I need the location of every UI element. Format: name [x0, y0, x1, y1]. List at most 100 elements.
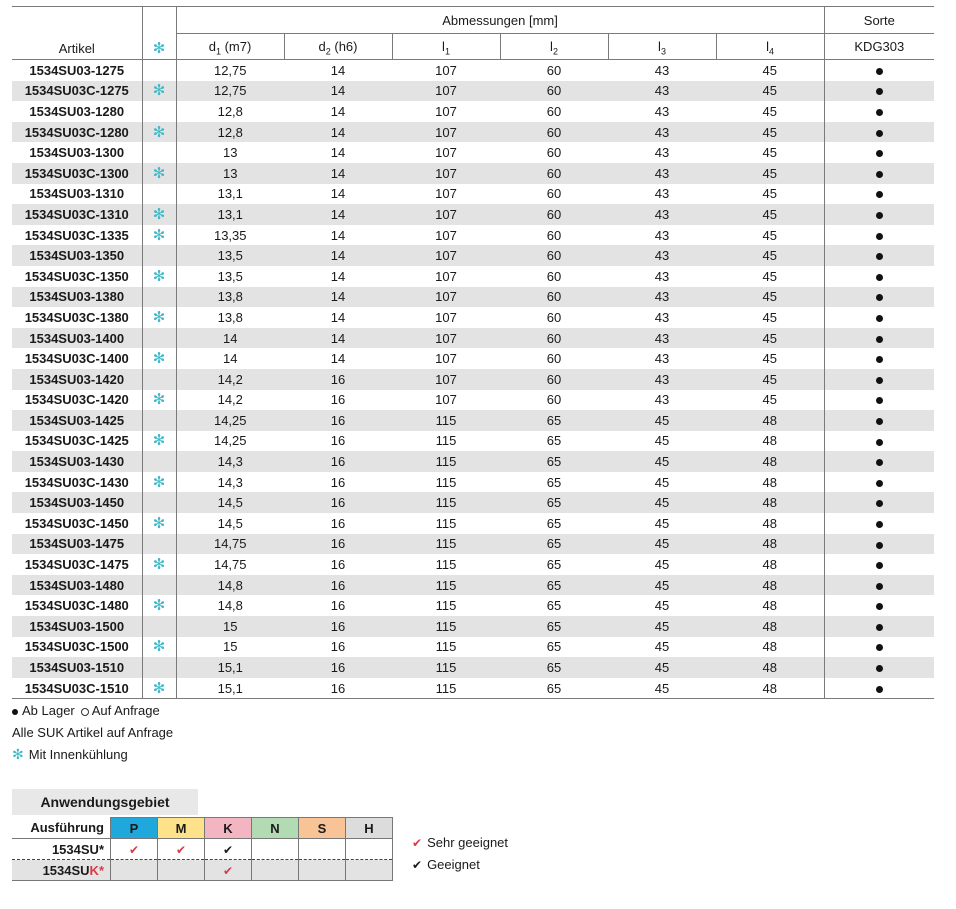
availability-cell [823, 451, 935, 472]
dim-l2-cell: 65 [500, 533, 608, 555]
article-number: 1534SU03-1420 [12, 368, 142, 390]
filled-dot-icon [875, 438, 883, 446]
dim-d2-cell: 16 [284, 616, 392, 637]
dim-l3-cell: 45 [654, 639, 670, 655]
dim-l2-cell: 60 [500, 327, 608, 349]
dim-l4-cell: 48 [762, 598, 778, 614]
filled-dot-icon [875, 665, 883, 673]
dim-d1-cell: 13,35 [175, 224, 284, 246]
table-row: 1534SU03-1300 13 14 107 60 43 45 [12, 142, 935, 163]
filled-dot-icon [875, 294, 883, 302]
table-row: 1534SU03-1425 14,25 16 115 65 45 48 [12, 410, 935, 431]
article-number: 1534SU03-1500 [12, 616, 142, 637]
dim-l4-cell: 48 [716, 533, 825, 555]
filled-dot-icon [875, 520, 883, 528]
dim-d1-cell: 15,1 [175, 657, 284, 678]
dim-l4-cell: 48 [762, 557, 778, 573]
check-red-icon: ✔ [128, 842, 140, 857]
innenkuehlung-label: Mit Innenkühlung [28, 747, 128, 762]
dim-l2-cell: 65 [546, 474, 562, 490]
filled-dot-icon [875, 109, 883, 117]
article-rows: 1534SU03-1275 12,75 14 107 60 43 45 1534SU03C-1… [12, 59, 935, 700]
filled-dot-icon [875, 644, 883, 652]
dim-l2-cell: 65 [500, 657, 608, 678]
dimension-symbol: l [658, 39, 661, 54]
dim-l2-cell: 65 [546, 557, 562, 573]
article-number: 1534SU03-1430 [12, 451, 142, 472]
dim-d1-cell: 14,75 [175, 533, 284, 555]
dim-l4-cell: 45 [762, 186, 778, 202]
sorte-header: Sorte [823, 6, 935, 34]
dim-l2-cell: 65 [546, 598, 562, 614]
table-row: 1534SU03-1430 14,3 16 115 65 45 48 [12, 451, 935, 472]
dim-d2-cell: 16 [284, 677, 392, 700]
dim-l4-cell: 48 [762, 474, 778, 490]
dim-l4-cell: 45 [762, 268, 778, 284]
article-number: 1534SU03-1350 [12, 245, 142, 266]
variant-suffix: K [89, 862, 99, 878]
coolant-cell [141, 142, 176, 163]
coolant-cell [141, 59, 176, 81]
dim-l1-cell: 115 [435, 433, 457, 449]
table-row: 1534SU03C-1430 ✻ 14,3 16 115 65 45 48 [12, 471, 935, 493]
dim-l4-cell: 45 [716, 245, 825, 266]
dim-l2-cell: 60 [500, 245, 608, 266]
dim-d1-cell: 13,5 [175, 245, 284, 266]
dim-l4-cell: 45 [716, 327, 825, 349]
coolant-cell: ✻ [141, 513, 176, 534]
dim-l4-cell: 45 [716, 204, 825, 225]
coolant-cell [141, 101, 176, 122]
suitability-legend: ✔ Sehr geeignet ✔ Geeignet [412, 832, 508, 876]
dim-l4-cell: 45 [762, 103, 778, 119]
dim-l3-cell: 43 [654, 186, 670, 202]
dimension-symbol: d [318, 39, 326, 54]
variant-prefix: 1534SU [42, 862, 90, 878]
availability-cell [823, 389, 935, 411]
check-black-icon: ✔ [412, 858, 423, 872]
table-row: 1534SU03C-1335 ✻ 13,35 14 107 60 43 45 [12, 224, 935, 246]
coolant-cell [141, 245, 176, 266]
application-rows: 1534SU* ✔ ✔ ✔ 1534SUK* ✔ [12, 838, 393, 881]
suitability-cell [157, 859, 205, 881]
dim-l1-cell: 107 [435, 268, 457, 284]
coolant-cell: ✻ [141, 389, 176, 411]
table-row: 1534SU03C-1510 ✻ 15,1 16 115 65 45 48 [12, 677, 935, 700]
snowflake-icon: ✻ [152, 391, 166, 409]
dim-l3-cell: 45 [608, 616, 716, 637]
dim-l3-cell: 45 [608, 574, 716, 596]
suitability-cell [110, 859, 158, 881]
check-red-icon: ✔ [222, 863, 234, 878]
dim-l1-cell: 115 [435, 598, 457, 614]
filled-dot-icon [875, 314, 883, 322]
coolant-cell: ✻ [141, 121, 176, 143]
article-table: Artikel ✻ Abmessungen [mm] Sorte d1 (m7)… [12, 6, 935, 700]
dim-l3-cell: 43 [654, 309, 670, 325]
coolant-cell: ✻ [141, 677, 176, 700]
dimension-index: 2 [552, 46, 558, 57]
dim-l2-cell: 65 [500, 677, 608, 700]
availability-cell [823, 492, 935, 514]
dim-l1-cell: 115 [435, 515, 457, 531]
article-number: 1534SU03-1450 [12, 492, 142, 514]
open-circle-icon [80, 707, 89, 716]
dimension-index: 1 [215, 46, 221, 57]
availability-cell [823, 513, 935, 534]
article-number: 1534SU03-1380 [12, 286, 142, 308]
suitability-cell [345, 859, 393, 881]
dim-l1-cell: 107 [392, 368, 500, 390]
filled-dot-icon [875, 67, 883, 75]
dim-d2-cell: 14 [284, 121, 392, 143]
dimension-header: d1 (m7) [175, 33, 284, 60]
dim-l2-cell: 65 [500, 574, 608, 596]
table-row: 1534SU03-1420 14,2 16 107 60 43 45 [12, 368, 935, 390]
availability-cell [823, 471, 935, 493]
dim-l1-cell: 115 [392, 677, 500, 700]
dim-d1-cell: 14,25 [175, 410, 284, 431]
suitability-cell: ✔ [110, 838, 158, 860]
snowflake-icon: ✻ [152, 514, 166, 532]
availability-cell [823, 533, 935, 555]
availability-cell [823, 327, 935, 349]
filled-dot-icon [875, 417, 883, 425]
dim-d2-cell: 16 [330, 515, 346, 531]
